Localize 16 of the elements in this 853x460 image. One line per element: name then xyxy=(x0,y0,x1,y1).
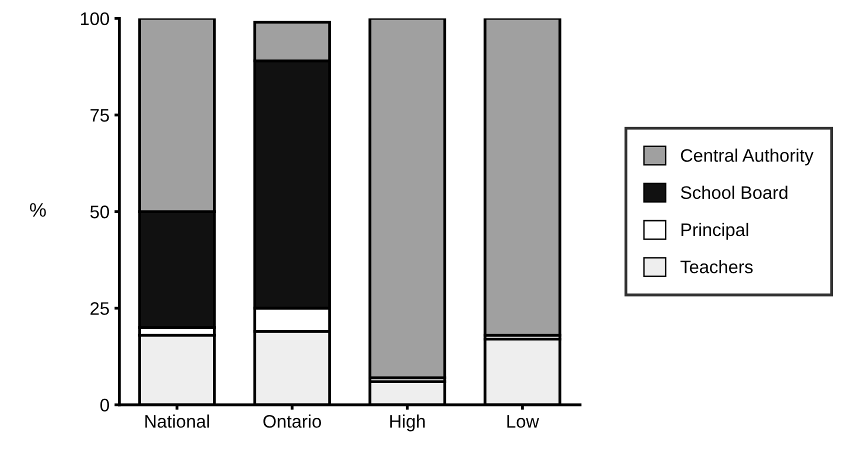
y-tick-label: 25 xyxy=(90,302,109,315)
legend-label: Principal xyxy=(682,222,748,240)
legend-label: School Board xyxy=(680,186,788,200)
x-tick-label: Ontario xyxy=(263,414,321,428)
x-tick-label: National xyxy=(145,414,209,428)
legend-label: Central Authority xyxy=(681,148,814,166)
legend-label: Teachers xyxy=(680,260,753,274)
y-tick-label: 0 xyxy=(100,398,109,412)
y-tick-label: 100 xyxy=(80,12,109,26)
y-tick-label: 75 xyxy=(90,109,109,122)
x-tick-label: Low xyxy=(507,415,540,428)
x-tick-label: High xyxy=(390,414,425,432)
y-axis-title: % xyxy=(30,203,46,217)
y-tick-label: 50 xyxy=(90,206,109,218)
bar xyxy=(368,18,446,380)
bar xyxy=(484,18,562,337)
